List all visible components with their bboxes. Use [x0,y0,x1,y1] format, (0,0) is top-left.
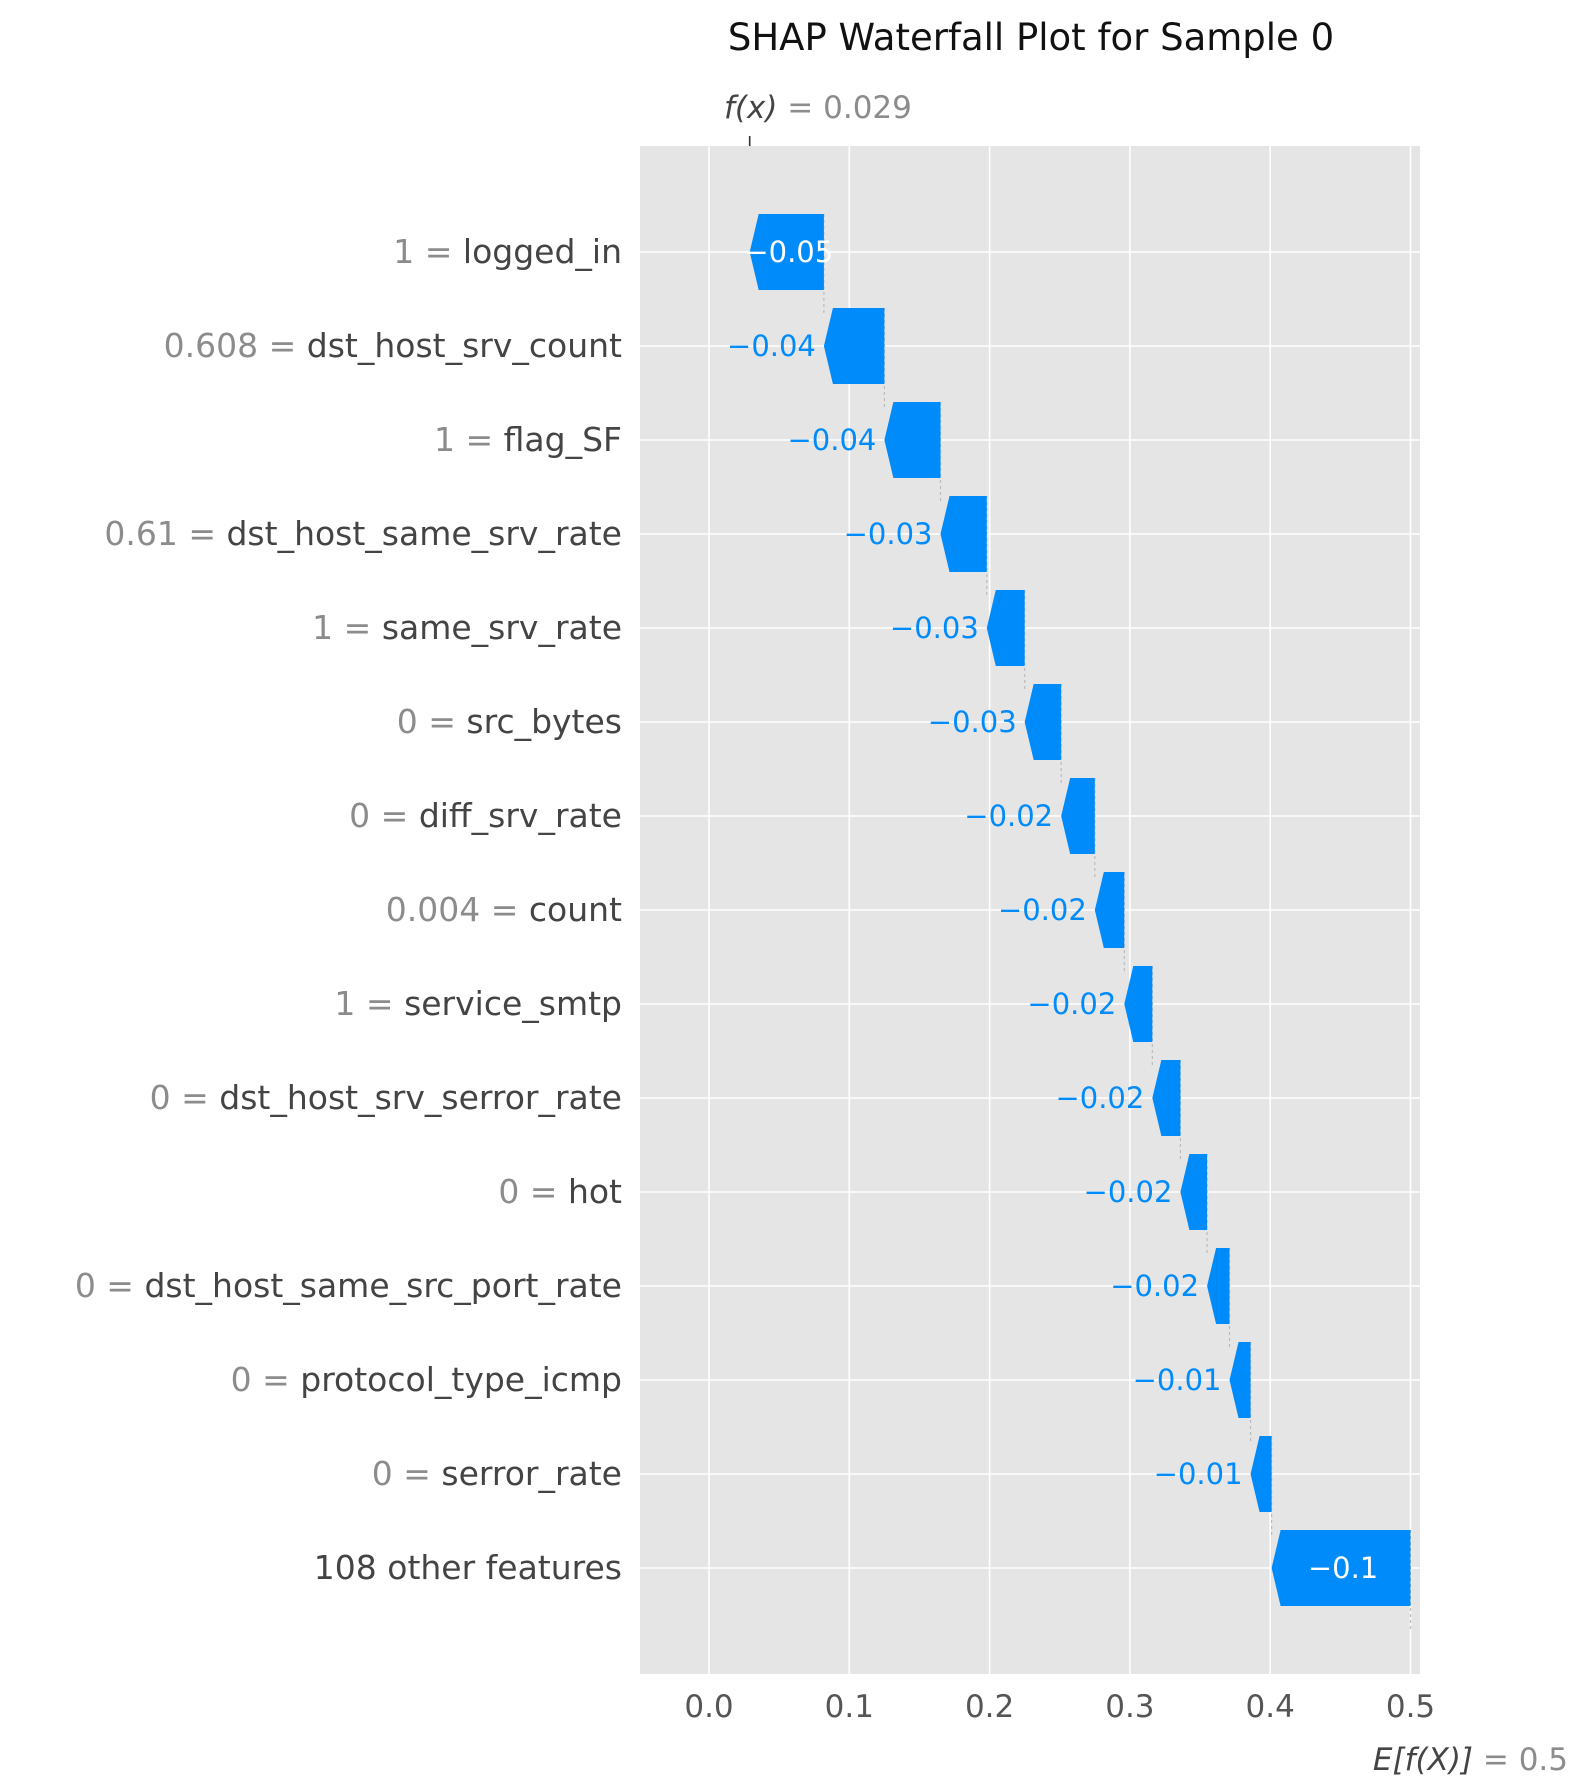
feature-label: 0 = dst_host_same_src_port_rate [75,1266,622,1305]
feature-name: 108 other features [314,1548,622,1587]
ex-label: E[f(X)] = 0.5 [1373,1742,1568,1778]
bar-108-other-features [1271,1530,1411,1606]
feature-value: 0 = [349,796,419,835]
feature-label: 1 = same_srv_rate [312,608,622,647]
feature-value: 0 = [372,1454,442,1493]
bar-label: −0.01 [1133,1363,1222,1397]
grid-lines [640,146,1420,1674]
feature-label: 1 = flag_SF [434,420,622,459]
chart-title: SHAP Waterfall Plot for Sample 0 [728,16,1334,59]
feature-name: count [529,890,622,929]
x-tick-label: 0.1 [825,1689,874,1725]
bar-label: −0.02 [1084,1175,1173,1209]
feature-label: 0 = diff_srv_rate [349,796,622,835]
bar-label: −0.03 [928,705,1017,739]
feature-value: 1 = [393,232,463,271]
bar-dst_host_same_src_port_rate [1207,1248,1230,1324]
feature-value: 1 = [334,984,404,1023]
feature-value: 0 = [75,1266,145,1305]
x-tick-label: 0.4 [1246,1689,1295,1725]
feature-label: 0 = dst_host_srv_serror_rate [150,1078,622,1117]
bar-label: −0.02 [1027,987,1116,1021]
feature-label: 0.61 = dst_host_same_srv_rate [104,514,622,553]
feature-name: protocol_type_icmp [300,1360,622,1399]
bar-same_srv_rate [986,590,1025,666]
feature-label: 108 other features [314,1548,622,1587]
fx-prefix: f(x) [724,90,777,126]
feature-name: hot [568,1172,622,1211]
bar-label: −0.1 [1308,1551,1378,1585]
bar-labels: −0.05 −0.04 −0.04 −0.03 −0.03 −0.03 −0.02 −0.02… [727,235,1378,1585]
bar-src_bytes [1024,684,1062,760]
feature-label: 0 = hot [498,1172,622,1211]
x-tick-label: 0.2 [965,1689,1014,1725]
bar-dst_host_same_srv_rate [940,496,987,572]
bar-label: −0.02 [1110,1269,1199,1303]
feature-name: dst_host_srv_serror_rate [219,1078,622,1117]
x-tick-label: 0.5 [1386,1689,1435,1725]
bar-serror_rate [1250,1436,1272,1512]
bar-dst_host_srv_count [823,308,885,384]
x-tick-labels: 0.0 0.1 0.2 0.3 0.4 0.5 [684,1689,1435,1725]
fx-label: f(x) = 0.029 [724,90,912,126]
feature-label: 0.004 = count [386,890,622,929]
ex-prefix: E[f(X)] [1373,1742,1473,1778]
ex-value: = 0.5 [1473,1742,1568,1778]
feature-name: same_srv_rate [382,608,622,647]
bar-label: −0.02 [1055,1081,1144,1115]
feature-label: 1 = service_smtp [334,984,622,1023]
feature-label: 0.608 = dst_host_srv_count [164,326,622,365]
feature-name: logged_in [463,232,622,271]
feature-value: 0 = [150,1078,220,1117]
bar-label: −0.03 [890,611,979,645]
feature-value: 0.61 = [104,514,226,553]
bar-logged_in [749,214,824,290]
feature-labels: 1 = logged_in 0.608 = dst_host_srv_count 1… [75,232,622,1587]
feature-label: 0 = src_bytes [397,702,622,741]
feature-value: 1 = [434,420,504,459]
expected-value-annotation: E[f(X)] = 0.5 [1373,1742,1568,1778]
feature-name: serror_rate [441,1454,622,1493]
bar-label: −0.03 [844,517,933,551]
feature-value: 1 = [312,608,382,647]
bar-service_smtp [1124,966,1153,1042]
feature-label: 0 = protocol_type_icmp [231,1360,622,1399]
feature-value: 0.004 = [386,890,529,929]
feature-name: service_smtp [404,984,622,1023]
feature-name: dst_host_same_srv_rate [226,514,622,553]
feature-value: 0 = [231,1360,301,1399]
feature-value: 0.608 = [164,326,307,365]
x-tick-label: 0.3 [1105,1689,1154,1725]
bar-label: −0.05 [744,235,833,269]
feature-name: flag_SF [504,420,622,459]
bar-label: −0.04 [727,329,816,363]
bar-diff_srv_rate [1061,778,1095,854]
bar-label: −0.01 [1154,1457,1243,1491]
fx-annotation: f(x) = 0.029 [724,90,912,146]
bar-label: −0.02 [964,799,1053,833]
x-tick-label: 0.0 [684,1689,733,1725]
feature-name: src_bytes [466,702,622,741]
bar-dst_host_srv_serror_rate [1152,1060,1181,1136]
fx-value: = 0.029 [777,90,911,126]
feature-label: 1 = logged_in [393,232,622,271]
feature-value: 0 = [498,1172,568,1211]
feature-name: dst_host_srv_count [307,326,622,365]
bar-flag_SF [884,402,941,478]
feature-name: diff_srv_rate [419,796,622,835]
feature-value: 0 = [397,702,467,741]
feature-label: 0 = serror_rate [372,1454,622,1493]
bar-label: −0.02 [998,893,1087,927]
bars [749,214,1411,1606]
bar-count [1094,872,1125,948]
bar-label: −0.04 [788,423,877,457]
bar-hot [1180,1154,1208,1230]
feature-name: dst_host_same_src_port_rate [144,1266,622,1305]
bar-protocol_type_icmp [1229,1342,1251,1418]
